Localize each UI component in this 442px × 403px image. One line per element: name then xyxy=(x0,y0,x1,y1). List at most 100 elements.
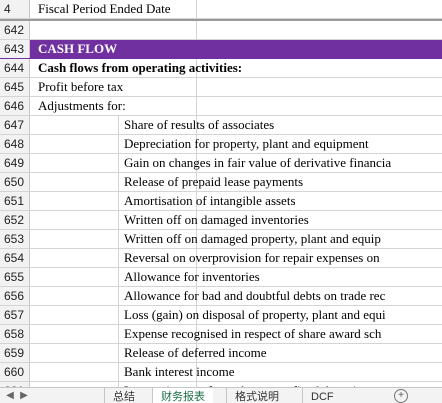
table-row[interactable]: 650 Release of prepaid lease payments xyxy=(0,173,442,192)
column-gridline xyxy=(196,363,197,381)
sheet-tab[interactable]: 格式说明 xyxy=(226,388,287,403)
table-row[interactable]: 660 Bank interest income xyxy=(0,363,442,382)
sheet-tab[interactable]: 总结 xyxy=(104,388,143,403)
row-number[interactable]: 657 xyxy=(0,306,30,324)
row-number[interactable]: 653 xyxy=(0,230,30,248)
column-gridline xyxy=(196,306,197,324)
cell-label[interactable]: Fiscal Period Ended Date xyxy=(38,1,171,16)
cell-item[interactable]: Depreciation for property, plant and equ… xyxy=(124,136,369,151)
cell-item[interactable]: Release of prepaid lease payments xyxy=(124,174,304,189)
table-row[interactable]: 661 Interest income from short term fixed… xyxy=(0,382,442,387)
row-number[interactable]: 658 xyxy=(0,325,30,343)
table-row[interactable]: 643 CASH FLOW xyxy=(0,40,442,59)
cell-item[interactable]: Bank interest income xyxy=(124,364,235,379)
table-row[interactable]: 651 Amortisation of intangible assets xyxy=(0,192,442,211)
row-number[interactable]: 656 xyxy=(0,287,30,305)
column-gridline xyxy=(196,344,197,362)
column-gridline xyxy=(118,192,119,210)
column-gridline xyxy=(118,116,119,134)
row-number[interactable]: 642 xyxy=(0,21,30,39)
cell-item[interactable]: Expense recognised in respect of share a… xyxy=(124,326,382,341)
scroll-right-icon[interactable]: ▶ xyxy=(20,390,28,401)
cell-label[interactable]: Cash flows from operating activities: xyxy=(38,60,243,75)
row-number[interactable]: 646 xyxy=(0,97,30,115)
table-row[interactable]: 653 Written off on damaged property, plan… xyxy=(0,230,442,249)
column-gridline xyxy=(118,325,119,343)
row-number[interactable]: 643 xyxy=(0,40,30,58)
column-gridline xyxy=(196,154,197,172)
row-number[interactable]: 648 xyxy=(0,135,30,153)
row-number[interactable]: 649 xyxy=(0,154,30,172)
cell-label[interactable]: Profit before tax xyxy=(38,79,124,94)
column-gridline xyxy=(118,154,119,172)
row-number[interactable]: 659 xyxy=(0,344,30,362)
row-number[interactable]: 650 xyxy=(0,173,30,191)
row-number[interactable]: 651 xyxy=(0,192,30,210)
scroll-left-icon[interactable]: ◀ xyxy=(6,390,14,401)
table-row[interactable]: 659 Release of deferred income xyxy=(0,344,442,363)
cell-item[interactable]: Written off on damaged property, plant a… xyxy=(124,231,381,246)
sheet-tab-bar: ◀ ▶ + 总结 财务报表 格式说明 DCF xyxy=(0,387,442,403)
column-gridline xyxy=(196,97,197,115)
column-gridline xyxy=(118,344,119,362)
cell-item[interactable]: Written off on damaged inventories xyxy=(124,212,309,227)
column-gridline xyxy=(118,363,119,381)
table-row[interactable]: 657 Loss (gain) on disposal of property, … xyxy=(0,306,442,325)
column-gridline xyxy=(196,135,197,153)
table-row[interactable]: 644 Cash flows from operating activities: xyxy=(0,59,442,78)
column-gridline xyxy=(118,382,119,387)
table-row[interactable]: 655 Allowance for inventories xyxy=(0,268,442,287)
column-gridline xyxy=(196,249,197,267)
table-row[interactable]: 649 Gain on changes in fair value of deri… xyxy=(0,154,442,173)
column-gridline xyxy=(118,249,119,267)
column-gridline xyxy=(196,21,197,39)
row-number[interactable]: 661 xyxy=(0,382,30,387)
cell-item[interactable]: Amortisation of intangible assets xyxy=(124,193,296,208)
table-row[interactable]: 647 Share of results of associates xyxy=(0,116,442,135)
table-row[interactable]: 652 Written off on damaged inventories xyxy=(0,211,442,230)
sheet-tab[interactable]: 财务报表 xyxy=(152,388,213,403)
cell-label[interactable]: CASH FLOW xyxy=(38,41,118,56)
cell-item[interactable]: Allowance for bad and doubtful debts on … xyxy=(124,288,386,303)
table-row[interactable]: 656 Allowance for bad and doubtful debts … xyxy=(0,287,442,306)
row-number[interactable]: 660 xyxy=(0,363,30,381)
column-gridline xyxy=(196,325,197,343)
table-row[interactable]: 646 Adjustments for: xyxy=(0,97,442,116)
freeze-pane-divider xyxy=(0,19,442,21)
plus-circle-icon[interactable]: + xyxy=(394,389,408,403)
cell-item[interactable]: Reversal on overprovision for repair exp… xyxy=(124,250,380,265)
column-gridline xyxy=(118,306,119,324)
column-gridline xyxy=(196,0,197,18)
row-number[interactable]: 4 xyxy=(0,0,30,18)
row-number[interactable]: 644 xyxy=(0,59,30,77)
table-row[interactable]: 642 xyxy=(0,21,442,40)
cell-item[interactable]: Gain on changes in fair value of derivat… xyxy=(124,155,392,170)
row-number[interactable]: 655 xyxy=(0,268,30,286)
column-gridline xyxy=(118,230,119,248)
column-gridline xyxy=(196,116,197,134)
column-gridline xyxy=(196,173,197,191)
table-row[interactable]: 645 Profit before tax xyxy=(0,78,442,97)
column-gridline xyxy=(196,78,197,96)
column-gridline xyxy=(118,173,119,191)
row-number[interactable]: 647 xyxy=(0,116,30,134)
cell-item[interactable]: Allowance for inventories xyxy=(124,269,260,284)
row-number[interactable]: 645 xyxy=(0,78,30,96)
spreadsheet-grid[interactable]: 4 Fiscal Period Ended Date 642 643 CASH FLOW… xyxy=(0,0,442,387)
column-gridline xyxy=(118,135,119,153)
column-gridline xyxy=(196,192,197,210)
cell-label[interactable]: Adjustments for: xyxy=(38,98,126,113)
table-row[interactable]: 654 Reversal on overprovision for repair … xyxy=(0,249,442,268)
cell-item[interactable]: Release of deferred income xyxy=(124,345,267,360)
table-row[interactable]: 648 Depreciation for property, plant and … xyxy=(0,135,442,154)
column-gridline xyxy=(196,287,197,305)
row-number[interactable]: 654 xyxy=(0,249,30,267)
row-number[interactable]: 652 xyxy=(0,211,30,229)
cell-item[interactable]: Share of results of associates xyxy=(124,117,275,132)
cell-item[interactable]: Interest income from short term fixed de… xyxy=(124,382,365,387)
column-gridline xyxy=(196,382,197,387)
table-row[interactable]: 658 Expense recognised in respect of shar… xyxy=(0,325,442,344)
sheet-tab[interactable]: DCF xyxy=(302,388,342,403)
cell-item[interactable]: Loss (gain) on disposal of property, pla… xyxy=(124,307,386,322)
table-row[interactable]: 4 Fiscal Period Ended Date xyxy=(0,0,442,19)
